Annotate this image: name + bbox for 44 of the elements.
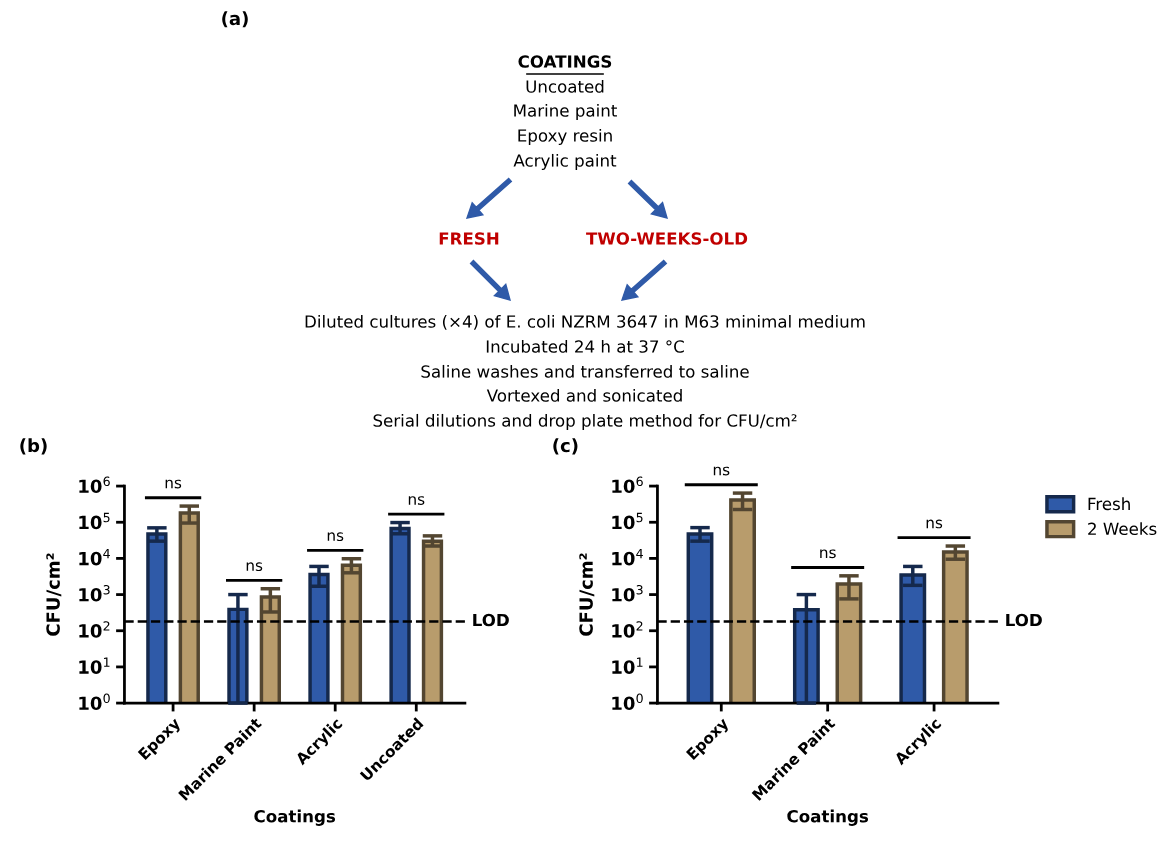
annotation: ns	[327, 532, 344, 542]
y-tick-label: 10$^{0}$	[612, 693, 643, 711]
text: Marine paint	[514, 103, 617, 121]
text: FRESH	[439, 232, 499, 245]
y-tick-label: 10$^{2}$	[612, 621, 643, 638]
text: Vortexed and sonicated	[486, 388, 682, 402]
ref-line-label: LOD	[473, 613, 509, 627]
x-axis-title: Coatings	[254, 809, 336, 826]
text: Epoxy resin	[518, 128, 612, 146]
ref-line-label: LOD	[1006, 613, 1042, 627]
y-tick-label: 10$^{6}$	[79, 476, 110, 494]
text: Uncoated	[526, 79, 604, 93]
y-tick-label: 10$^{5}$	[612, 512, 643, 530]
y-tick-label: 10$^{3}$	[79, 585, 110, 602]
annotation: ns	[246, 562, 263, 572]
annotation: ns	[820, 549, 836, 559]
y-axis-title: CFU/cm²	[579, 553, 595, 636]
y-tick-label: 10$^{1}$	[79, 657, 110, 674]
text: Incubated 24 h at 37 °C	[486, 339, 684, 353]
y-tick-label: 10$^{5}$	[79, 512, 110, 530]
y-tick-label: 10$^{4}$	[79, 549, 110, 566]
legend-label: 2 Weeks	[1088, 522, 1157, 536]
annotation: ns	[408, 496, 425, 505]
annotation: ns	[926, 519, 943, 529]
text: COATINGS	[518, 55, 612, 68]
text: Saline washes and transferred to saline	[421, 364, 749, 378]
text: TWO-WEEKS-OLD	[586, 232, 748, 245]
text: ns	[713, 466, 730, 476]
x-axis-title: Coatings	[787, 809, 869, 826]
y-tick-label: 10$^{2}$	[79, 621, 110, 638]
y-tick-label: 10$^{0}$	[79, 693, 110, 711]
y-tick-label: 10$^{3}$	[612, 585, 643, 602]
chart-title: (b)	[20, 438, 47, 455]
y-axis-title: CFU/cm²	[46, 553, 62, 636]
legend-label: Fresh	[1088, 497, 1130, 511]
y-tick-label: 10$^{4}$	[612, 549, 643, 566]
text: Diluted cultures (×4) of E. coli NZRM 3647 in M63 minimal medium	[305, 314, 865, 330]
y-tick-label: 10$^{6}$	[612, 476, 643, 494]
annotation: ns	[165, 479, 182, 489]
text: Acrylic paint	[513, 153, 617, 171]
text: Serial dilutions and drop plate method for CFU/cm²	[373, 413, 797, 431]
chart-title: (c)	[553, 438, 578, 455]
text: (a)	[222, 11, 248, 28]
y-tick-label: 10$^{1}$	[612, 657, 643, 674]
